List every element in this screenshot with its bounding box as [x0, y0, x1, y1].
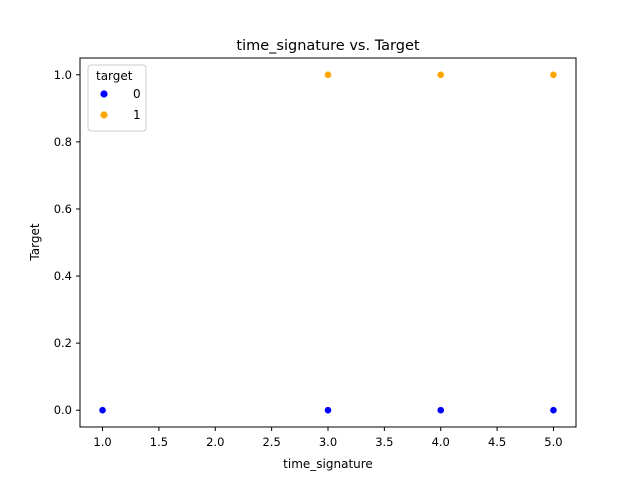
x-tick-label: 1.5: [150, 435, 168, 449]
y-tick-label: 0.2: [54, 336, 72, 350]
legend-label-0: 0: [133, 87, 141, 101]
x-tick-label: 4.0: [432, 435, 450, 449]
data-point-series-1: [436, 70, 445, 79]
x-tick-label: 1.0: [93, 435, 111, 449]
x-tick-label: 3.5: [375, 435, 393, 449]
legend-label-1: 1: [133, 108, 141, 122]
y-axis-label: Target: [28, 223, 42, 261]
x-tick-label: 4.5: [488, 435, 506, 449]
y-tick-label: 0.8: [54, 135, 72, 149]
data-point-series-0: [436, 406, 445, 415]
x-tick-label: 3.0: [319, 435, 337, 449]
y-tick-label: 1.0: [54, 68, 72, 82]
y-tick-label: 0.6: [54, 202, 72, 216]
y-tick-label: 0.0: [54, 403, 72, 417]
chart-title: time_signature vs. Target: [236, 38, 419, 54]
data-point-series-0: [98, 406, 107, 415]
legend-marker-1: [100, 111, 108, 119]
data-point-series-1: [324, 70, 332, 79]
data-point-series-0: [324, 406, 332, 415]
data-point-series-0: [549, 406, 558, 415]
legend-marker-0: [100, 90, 108, 98]
x-tick-label: 5.0: [544, 435, 562, 449]
legend-title: target: [96, 69, 133, 83]
data-point-series-1: [549, 70, 558, 79]
y-tick-label: 0.4: [54, 269, 72, 283]
x-tick-label: 2.0: [206, 435, 224, 449]
plot-area: 1.0 1.5 2.0 2.5 3.0 3.5 4.0 4.5 5.0 0.0 0.2 0.4 0.6 0…: [54, 57, 577, 449]
x-axis-label: time_signature: [283, 457, 373, 471]
x-tick-label: 2.5: [262, 435, 280, 449]
